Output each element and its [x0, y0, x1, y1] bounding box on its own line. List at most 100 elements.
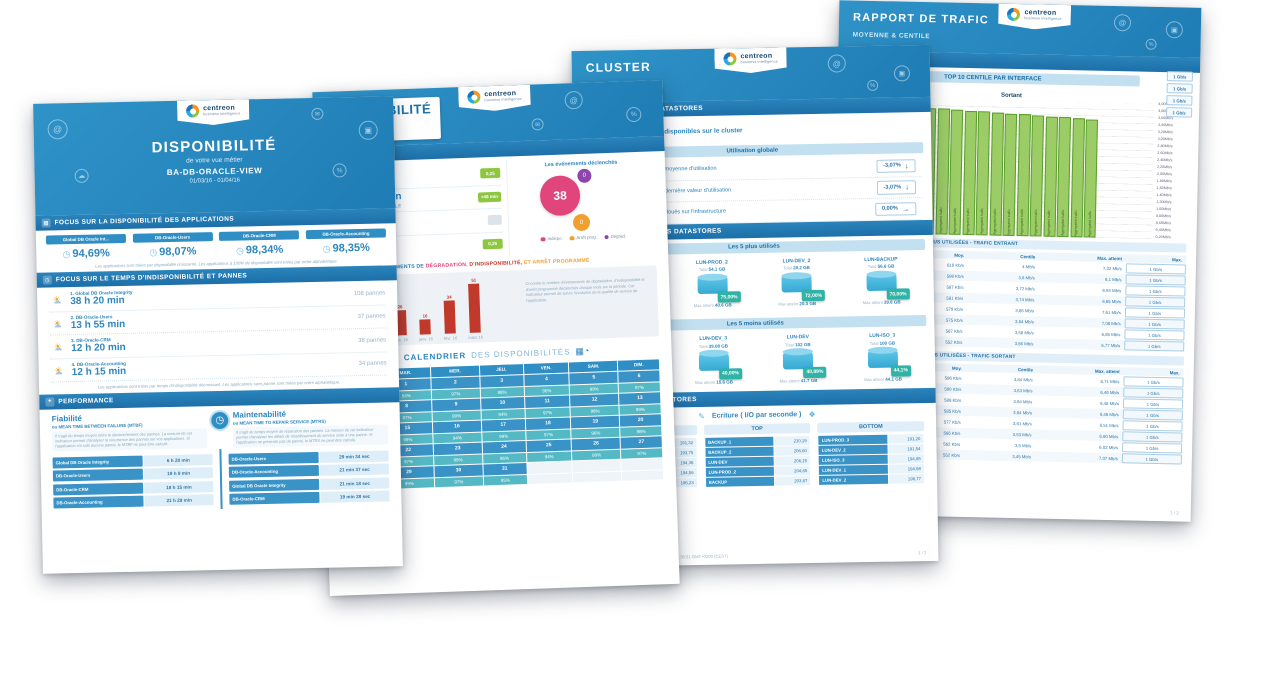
weather-icon: ☀☁ [53, 341, 63, 353]
table-cell: 6,71 Mb/s [1100, 378, 1120, 384]
calendar-availability-cell: 97% [621, 448, 663, 459]
table-cell: 6,65 Mb/s [1038, 294, 1126, 307]
page-availability-business-view: @ ☁ ✉ ▣ % centreon business intelligence… [33, 96, 403, 574]
percent-icon: % [867, 79, 879, 92]
calendar-availability-cell: 96% [482, 452, 526, 464]
calendar-date-cell: 9 [432, 398, 481, 412]
calendar-date-cell: 12 [570, 393, 619, 407]
calendar-availability-cell: 98% [620, 426, 662, 437]
bar-value-label: 34 [446, 294, 452, 301]
table-cell: 1 Gb/s [1123, 387, 1184, 399]
total-label: Total [867, 263, 877, 270]
mtrs-row: DB-Oracle-Accounting 21 min 37 sec [228, 463, 389, 479]
calendar-date-cell: 26 [572, 437, 621, 451]
bar-category-label: janv. 16 [418, 336, 433, 342]
bar [443, 300, 456, 335]
bar: Aggregated traffic [1029, 115, 1045, 237]
table-cell: 206,60 [774, 445, 810, 456]
bar-column: 16 janv. 16 [418, 313, 433, 341]
table-cell: LUN-PROD_3 [818, 434, 888, 445]
table-cell: 191,20 [888, 433, 924, 444]
table-cell: LUN-PROD_2 [705, 466, 775, 477]
calendar-availability-cell: 97% [525, 429, 571, 440]
table-cell: 6,51 Mb/s [1099, 422, 1119, 428]
weather-icon: ☀☁ [52, 294, 62, 306]
max-value: 41.7 GB [800, 377, 818, 383]
logo-subtitle: business intelligence [740, 59, 778, 65]
planned-stop-events-bubble: 0 [572, 213, 591, 232]
events-bubbles-chart: 38 0 0 [511, 164, 653, 235]
calendar-availability-cell: 99% [432, 410, 481, 422]
section-icon: ✦ [45, 397, 55, 407]
max-value: 44.1 GB [885, 375, 903, 382]
table-row: BACKUP 203,67 [705, 475, 811, 487]
max-value-box: 1 Gb/s [1166, 95, 1193, 106]
kpi-trend-badge: 0,25 [480, 168, 501, 179]
datastore-name: LUN-DEV [786, 334, 809, 341]
calendar-date-cell: 24 [482, 440, 526, 454]
table-cell: 3,64 Mb/s [964, 405, 1037, 418]
mtrs-list: DB-Oracle-Users 29 min 34 sec DB-Oracle-A… [228, 450, 390, 505]
logo-subtitle: business intelligence [484, 96, 522, 103]
legend-item: Dégrad. [603, 233, 626, 240]
datastore-total: Total 102 GB [759, 341, 837, 347]
max-value-box: 1 Gb/s [1166, 83, 1193, 94]
reliability-block: Fiabilité ou MEAN TIME BETWEEN FAILURE (… [52, 411, 208, 452]
table-cell: LUN-DEV_2 [818, 444, 888, 455]
app-name: DB-Oracle-Users [228, 451, 320, 465]
centreon-logo-badge: centreon business intelligence [714, 47, 787, 73]
mtbf-value: 18 h 15 min [144, 480, 214, 494]
kpi-trend-badge: 0,25 [482, 238, 503, 250]
availability-value: 98,07% [159, 245, 197, 259]
datastore-max: Max atteint 39.6 GB [843, 299, 921, 305]
kpi-label: est la moyenne d'utilisation [649, 165, 717, 174]
max-value-box: 1 Gb/s [1166, 71, 1194, 82]
table-cell: 1 Gb/s [1122, 409, 1183, 421]
max-label: Max atteint [693, 302, 714, 309]
table-cell: 6,85 Mb/s [1101, 331, 1121, 337]
calendar-date-cell: 17 [481, 418, 525, 432]
table-cell: 1 Gb/s [1124, 329, 1185, 341]
y-axis-tick: 0,80Mb/s [1155, 213, 1172, 219]
calendar-date-cell: 19 [571, 415, 620, 429]
section-icon: ▦ [41, 218, 51, 228]
availability-value: 98,34% [245, 243, 284, 257]
calendar-date-cell: 13 [619, 392, 661, 405]
kpi-label: est la dernière valeur d'utilisation [649, 187, 732, 195]
table-cell: 6,46 Mb/s [1035, 407, 1123, 420]
degradation-events-bubble: 0 [577, 168, 592, 184]
bar-column: 51 mars 16 [466, 277, 483, 340]
table-cell: 3,53 Mb/s [964, 427, 1036, 440]
app-availability: DB-Oracle-CRM ◷ 98,34% [219, 230, 300, 257]
table-cell: 204,65 [774, 465, 811, 476]
max-label: Max atteint [778, 301, 799, 307]
table-cell: 3,66 Mb/s [1015, 307, 1035, 313]
calendar-availability-cell: 98% [480, 386, 524, 398]
performance-definitions: Fiabilité ou MEAN TIME BETWEEN FAILURE (… [40, 402, 401, 454]
y-axis-tick: 3,00Mb/s [1157, 136, 1173, 142]
table-cell: LUN-DEV [705, 456, 774, 467]
y-axis-tick: 2,00Mb/s [1156, 171, 1173, 177]
y-axis-tick: 0,20Mb/s [1155, 234, 1171, 240]
bar: Aggregated traffic [935, 108, 950, 235]
table-cell: 1 Gb/s [1122, 398, 1184, 410]
medal-icon: ❖ [808, 409, 816, 419]
table-row: BACKUP_2 206,60 [705, 445, 810, 457]
centreon-logo-icon [467, 90, 480, 103]
table-cell: 3,56 Mb/s [966, 337, 1038, 349]
mtbf-value: 21 h 29 min [144, 494, 214, 507]
col-max: Max. [1123, 367, 1184, 377]
page-title: CLUSTER [585, 59, 652, 75]
max-label: Max atteint [862, 299, 883, 306]
calendar-availability-cell: 97% [434, 476, 483, 488]
bar-interface-label: Aggregated traffic [1087, 210, 1092, 237]
bar: Aggregated traffic [1002, 113, 1018, 236]
max-label: Max atteint [779, 377, 800, 384]
calendar-availability-cell [527, 473, 573, 484]
weather-icon: ☀☁ [53, 317, 62, 330]
table-cell: 3,61 Mb/s [1012, 420, 1032, 426]
calendar-date-cell [621, 458, 663, 471]
centreon-logo-icon [723, 52, 736, 65]
downtime-list: ☀ ☁ 1. Global DB Oracle Integrity 38 h 20 … [37, 281, 399, 385]
y-axis-tick: 0,40Mb/s [1155, 227, 1171, 233]
